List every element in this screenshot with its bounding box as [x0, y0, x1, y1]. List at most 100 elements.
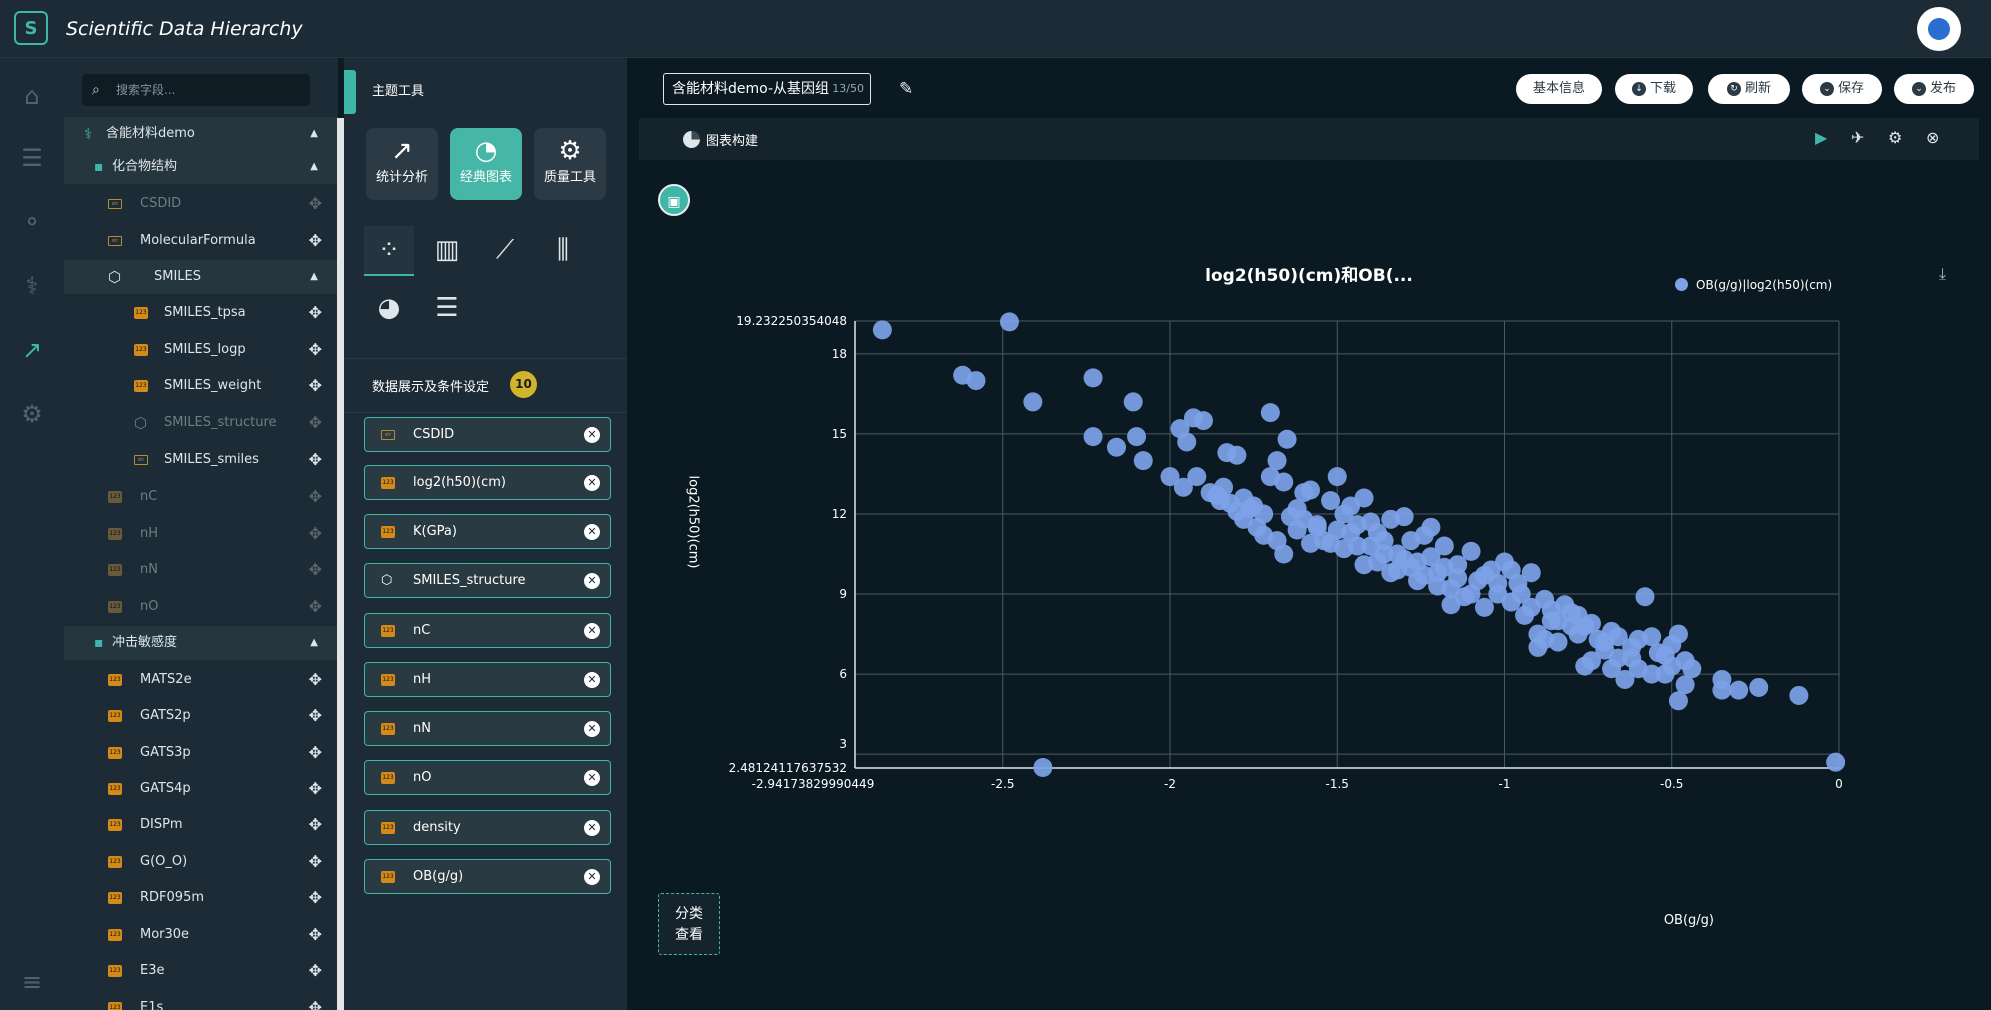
network-icon[interactable]: ⚬	[21, 208, 43, 236]
tree-item[interactable]: ▪ 化合物结构 ▲	[64, 150, 338, 184]
collapse-caret-icon[interactable]: ▲	[310, 161, 318, 172]
toolbox-icon[interactable]: ▣	[658, 184, 690, 216]
drag-handle-icon[interactable]: ✥	[308, 340, 322, 359]
collapse-caret-icon[interactable]: ▲	[310, 128, 318, 139]
drag-handle-icon[interactable]: ✥	[308, 888, 322, 907]
gear-icon[interactable]: ⚙	[1888, 128, 1903, 147]
remove-field-icon[interactable]: ✕	[584, 721, 600, 737]
remove-field-icon[interactable]: ✕	[584, 573, 600, 589]
tree-item[interactable]: 123 E3e ✥	[64, 954, 338, 988]
drag-handle-icon[interactable]: ✥	[308, 231, 322, 250]
tree-item[interactable]: 123 nC ✥	[64, 480, 338, 514]
tree-item[interactable]: 123 G(O_O) ✥	[64, 845, 338, 879]
save-button[interactable]: ⌄ 保存	[1802, 74, 1882, 104]
database-icon[interactable]: ☰	[21, 144, 43, 172]
publish-button[interactable]: ⌄ 发布	[1894, 74, 1974, 104]
remove-field-icon[interactable]: ✕	[584, 623, 600, 639]
tree-item[interactable]: 123 Mor30e ✥	[64, 918, 338, 952]
download-chart-icon[interactable]: ⤓	[1939, 264, 1947, 283]
edit-icon[interactable]: ✎	[899, 79, 914, 99]
remove-field-icon[interactable]: ✕	[584, 770, 600, 786]
drag-handle-icon[interactable]: ✥	[308, 706, 322, 725]
drag-handle-icon[interactable]: ✥	[308, 303, 322, 322]
selected-field-chip[interactable]: 123 nN ✕	[364, 711, 611, 746]
line-chart-icon[interactable]: ⟋	[495, 235, 515, 265]
tree-item[interactable]: 123 DISPm ✥	[64, 808, 338, 842]
drag-handle-icon[interactable]: ✥	[308, 597, 322, 616]
download-button[interactable]: ↓ 下载	[1615, 74, 1693, 104]
drag-handle-icon[interactable]: ✥	[308, 376, 322, 395]
tree-item[interactable]: 123 nO ✥	[64, 590, 338, 624]
remove-field-icon[interactable]: ✕	[584, 524, 600, 540]
dna-icon[interactable]: ⚕	[25, 272, 39, 300]
avatar[interactable]	[1917, 7, 1961, 51]
selected-field-chip[interactable]: str CSDID ✕	[364, 417, 611, 452]
remove-field-icon[interactable]: ✕	[584, 475, 600, 491]
tree-item[interactable]: ▪ 冲击敏感度 ▲	[64, 626, 338, 660]
collapse-caret-icon[interactable]: ▲	[310, 271, 318, 282]
tree-item[interactable]: 123 nH ✥	[64, 517, 338, 551]
remove-field-icon[interactable]: ✕	[584, 869, 600, 885]
tree-item[interactable]: 123 E1s ✥	[64, 991, 338, 1010]
horizontal-bar-chart-icon[interactable]: ☰	[435, 293, 459, 323]
selected-field-chip[interactable]: 123 OB(g/g) ✕	[364, 859, 611, 894]
scatter-chart-icon[interactable]: ⁘	[364, 226, 414, 276]
home-icon[interactable]: ⌂	[24, 82, 40, 110]
remove-field-icon[interactable]: ✕	[584, 820, 600, 836]
drag-handle-icon[interactable]: ✥	[308, 560, 322, 579]
drag-handle-icon[interactable]: ✥	[308, 194, 322, 213]
drag-handle-icon[interactable]: ✥	[308, 815, 322, 834]
selected-field-chip[interactable]: 123 log2(h50)(cm) ✕	[364, 465, 611, 500]
remove-field-icon[interactable]: ✕	[584, 672, 600, 688]
menu-icon[interactable]: ≡	[21, 968, 43, 996]
tree-item[interactable]: str CSDID ✥	[64, 187, 338, 221]
close-icon[interactable]: ⊗	[1926, 128, 1940, 147]
tree-item[interactable]: ⬡ SMILES ▲	[64, 260, 338, 294]
tree-item[interactable]: ⚕ 含能材料demo ▲	[64, 117, 338, 151]
drag-handle-icon[interactable]: ✥	[308, 961, 322, 980]
drag-handle-icon[interactable]: ✥	[308, 670, 322, 689]
drag-handle-icon[interactable]: ✥	[308, 524, 322, 543]
collapse-panel-button[interactable]	[344, 70, 356, 114]
settings-icon[interactable]: ⚙	[21, 400, 43, 428]
selected-field-chip[interactable]: 123 K(GPa) ✕	[364, 514, 611, 549]
drag-handle-icon[interactable]: ✥	[308, 413, 322, 432]
tree-item[interactable]: str MolecularFormula ✥	[64, 224, 338, 258]
selected-field-chip[interactable]: 123 nO ✕	[364, 760, 611, 795]
drag-handle-icon[interactable]: ✥	[308, 779, 322, 798]
drag-handle-icon[interactable]: ✥	[308, 450, 322, 469]
run-icon[interactable]: ▶	[1815, 128, 1828, 147]
bar-chart-icon[interactable]: ▥	[434, 235, 460, 265]
collapse-caret-icon[interactable]: ▲	[310, 637, 318, 648]
tree-item[interactable]: 123 MATS2e ✥	[64, 663, 338, 697]
drag-handle-icon[interactable]: ✥	[308, 998, 322, 1010]
drag-handle-icon[interactable]: ✥	[308, 487, 322, 506]
chart-legend[interactable]: OB(g/g)|log2(h50)(cm)	[1675, 278, 1832, 292]
tree-item[interactable]: 123 RDF095m ✥	[64, 881, 338, 915]
tree-item[interactable]: 123 SMILES_weight ✥	[64, 369, 338, 403]
tree-item[interactable]: 123 SMILES_logp ✥	[64, 333, 338, 367]
basic-info-button[interactable]: 基本信息	[1516, 74, 1602, 104]
remove-field-icon[interactable]: ✕	[584, 427, 600, 443]
classify-view-button[interactable]: 分类 查看	[658, 893, 720, 955]
tree-item[interactable]: 123 GATS2p ✥	[64, 699, 338, 733]
category-stats-button[interactable]: ↗ 统计分析	[366, 128, 438, 200]
scrollbar[interactable]	[337, 118, 344, 1010]
selected-field-chip[interactable]: 123 density ✕	[364, 810, 611, 845]
category-quality-button[interactable]: ⚙ 质量工具	[534, 128, 606, 200]
drag-handle-icon[interactable]: ✥	[308, 743, 322, 762]
refresh-button[interactable]: ↻ 刷新	[1708, 74, 1790, 104]
tree-item[interactable]: 123 SMILES_tpsa ✥	[64, 296, 338, 330]
selected-field-chip[interactable]: ⬡ SMILES_structure ✕	[364, 563, 611, 598]
category-classic-button[interactable]: ◔ 经典图表	[450, 128, 522, 200]
selected-field-chip[interactable]: 123 nH ✕	[364, 662, 611, 697]
tree-item[interactable]: str SMILES_smiles ✥	[64, 443, 338, 477]
boxplot-chart-icon[interactable]: ⫼	[557, 235, 569, 265]
chart-icon[interactable]: ↗	[21, 336, 43, 364]
pie-chart-icon[interactable]: ◕	[377, 293, 401, 323]
tree-item[interactable]: ⬡ SMILES_structure ✥	[64, 406, 338, 440]
selected-field-chip[interactable]: 123 nC ✕	[364, 613, 611, 648]
drag-handle-icon[interactable]: ✥	[308, 852, 322, 871]
tree-item[interactable]: 123 nN ✥	[64, 553, 338, 587]
tree-item[interactable]: 123 GATS3p ✥	[64, 736, 338, 770]
